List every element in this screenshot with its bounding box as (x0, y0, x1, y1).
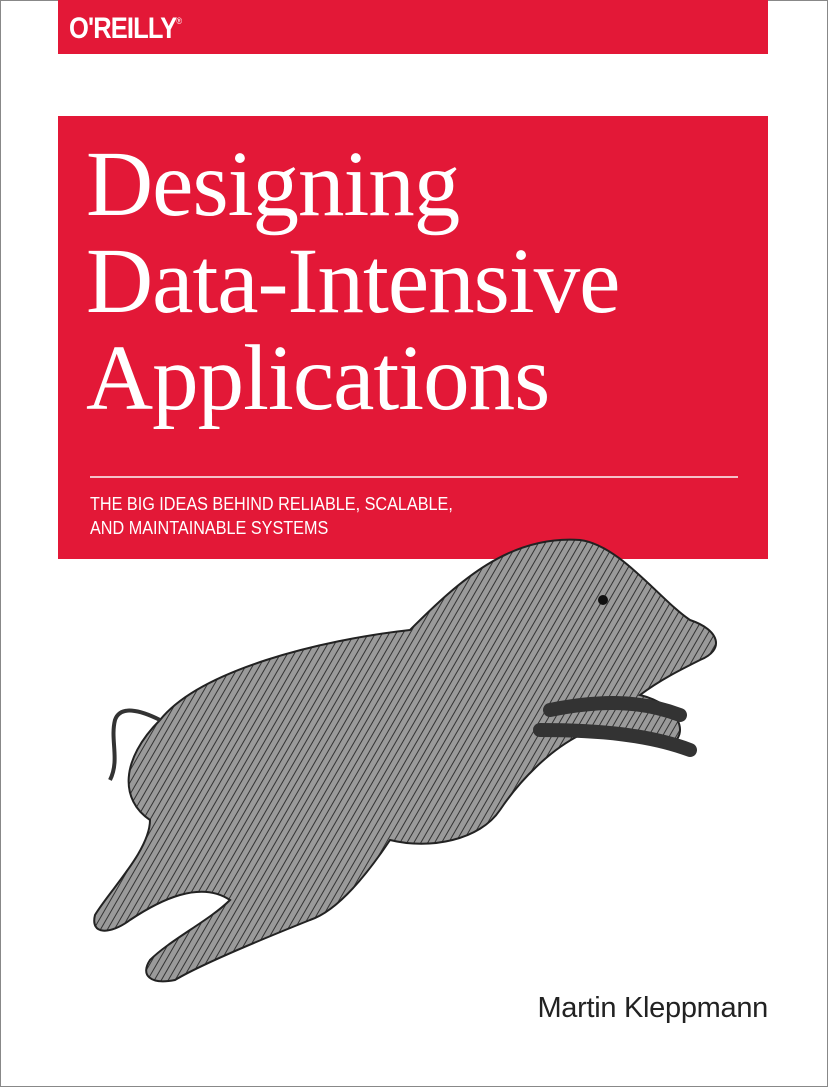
book-title: Designing Data-Intensive Applications (86, 133, 620, 430)
subtitle-line: AND MAINTAINABLE SYSTEMS (90, 518, 329, 538)
subtitle-line: THE BIG IDEAS BEHIND RELIABLE, SCALABLE, (90, 494, 453, 514)
boar-illustration (93, 538, 717, 983)
book-subtitle: THE BIG IDEAS BEHIND RELIABLE, SCALABLE,… (90, 492, 453, 540)
boar-body (93, 538, 717, 983)
title-line: Designing (86, 133, 460, 236)
publisher-bar: O'REILLY® (58, 0, 768, 54)
author-name: Martin Kleppmann (537, 992, 768, 1024)
boar-eye (598, 595, 608, 605)
boar-tail (108, 708, 161, 781)
title-line: Applications (86, 327, 550, 430)
divider (90, 476, 738, 478)
title-line: Data-Intensive (86, 230, 620, 333)
boar-front-legs (533, 696, 697, 757)
title-block: Designing Data-Intensive Applications TH… (58, 116, 768, 559)
publisher-logo: O'REILLY® (69, 12, 182, 45)
